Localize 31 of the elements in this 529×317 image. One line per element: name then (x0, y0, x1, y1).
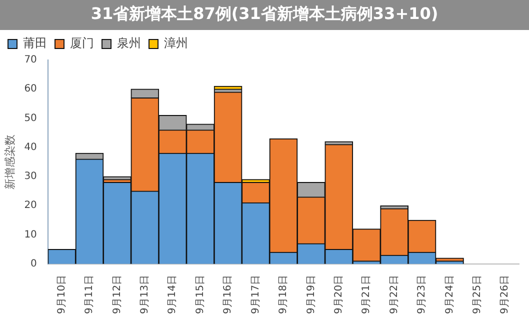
y-tick-label: 0 (30, 258, 37, 270)
x-tick-label: 9月10日 (56, 274, 68, 314)
y-tick-label: 10 (24, 229, 37, 240)
legend-label: 泉州 (117, 36, 141, 50)
y-tick-label: 20 (24, 200, 37, 212)
chart-title: 31省新增本土87例(31省新增本土病例33+10) (0, 0, 529, 30)
x-tick-label: 9月13日 (140, 274, 151, 314)
x-tick-label: 9月18日 (278, 274, 290, 314)
x-tick-label: 9月22日 (388, 274, 400, 314)
x-tick-label: 9月19日 (306, 274, 317, 314)
x-tick-label: 9月21日 (361, 274, 372, 314)
x-tick-label: 9月25日 (472, 274, 484, 314)
legend-label: 漳州 (164, 36, 188, 50)
x-tick-label: 9月23日 (416, 274, 428, 314)
y-axis-title: 新增感染数 (3, 134, 16, 190)
y-tick-label: 60 (24, 84, 37, 95)
x-tick-label: 9月11日 (84, 274, 96, 314)
x-tick-label: 9月14日 (167, 274, 178, 314)
y-tick-label: 30 (24, 171, 37, 182)
legend-label: 厦门 (70, 36, 94, 50)
y-tick-label: 70 (24, 54, 37, 66)
y-tick-label: 50 (24, 112, 37, 124)
x-tick-label: 9月15日 (194, 274, 206, 314)
x-tick-label: 9月12日 (112, 274, 123, 314)
x-tick-label: 9月26日 (500, 274, 511, 314)
legend-label: 莆田 (23, 36, 47, 50)
y-tick-label: 40 (24, 142, 37, 153)
x-tick-label: 9月24日 (444, 274, 456, 314)
x-tick-label: 9月16日 (222, 274, 234, 314)
x-tick-label: 9月17日 (250, 274, 262, 314)
x-tick-label: 9月20日 (333, 274, 344, 314)
